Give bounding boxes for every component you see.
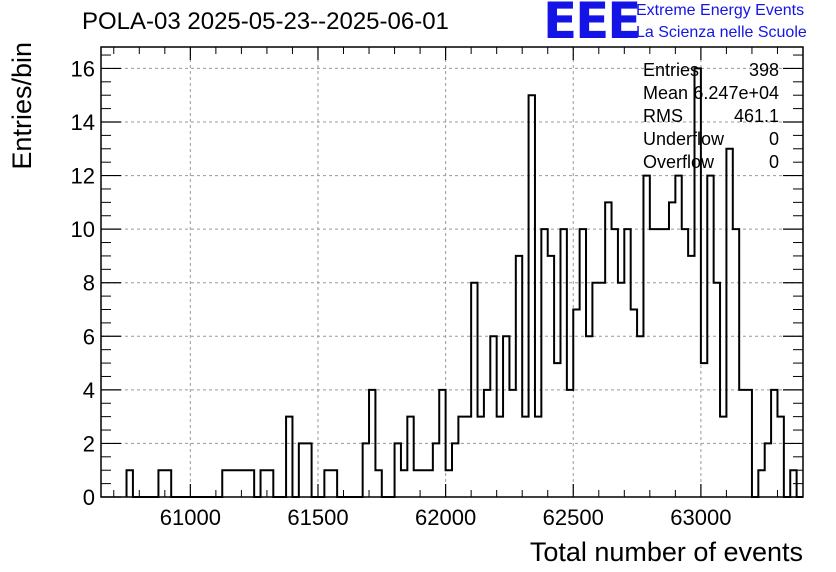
histogram-bin [522, 417, 528, 497]
histogram-bin [497, 417, 503, 497]
logo-line-2: La Scienza nelle Scuole [636, 24, 807, 41]
stat-underflow-label: Underflow [643, 129, 725, 149]
histogram-bin [631, 310, 637, 498]
histogram-bin [420, 470, 426, 497]
chart-title: POLA-03 2025-05-23--2025-06-01 [82, 8, 449, 35]
y-tick-label: 4 [83, 378, 95, 403]
x-tick-label: 61500 [287, 505, 348, 530]
histogram-bin [663, 229, 669, 497]
histogram-bin [401, 470, 407, 497]
histogram-bin [465, 417, 471, 497]
histogram-outline [125, 67, 803, 498]
histogram-bin [656, 229, 662, 497]
stat-overflow-value: 0 [768, 152, 779, 172]
histogram-bin [235, 470, 241, 497]
histogram-bin [241, 470, 247, 497]
logo-line-1: Extreme Energy Events [636, 2, 805, 19]
y-tick-label: 0 [83, 485, 95, 510]
x-tick-label: 62500 [543, 505, 604, 530]
histogram-bin [414, 470, 420, 497]
stat-mean-value: 6.247e+04 [693, 83, 779, 103]
histogram-bin [701, 363, 707, 497]
histogram-bin [650, 229, 656, 497]
y-tick-label: 14 [71, 110, 95, 135]
stat-overflow-label: Overflow [643, 152, 715, 172]
stat-entries-label: Entries [643, 60, 700, 80]
stat-rms-label: RMS [643, 106, 683, 126]
histogram-bin [229, 470, 235, 497]
histogram-bin [446, 470, 452, 497]
histogram-bin [586, 336, 592, 497]
stat-rms-value: 461.1 [733, 106, 779, 126]
x-tick-label: 62000 [415, 505, 476, 530]
stat-mean-label: Mean [643, 83, 689, 103]
plot-frame [100, 46, 804, 498]
histogram-bin [535, 417, 541, 497]
x-axis-label: Total number of events [530, 537, 803, 567]
histogram-bin [426, 470, 432, 497]
histogram-bin [682, 229, 688, 497]
x-tick-label: 63000 [670, 505, 731, 530]
histogram-bin [554, 363, 560, 497]
stat-underflow-value: 0 [768, 129, 779, 149]
histogram-bin [669, 202, 675, 497]
histogram-bin [720, 417, 726, 497]
stat-entries-value: 398 [748, 60, 779, 80]
y-tick-label: 8 [83, 271, 95, 296]
x-tick-label: 61000 [160, 505, 221, 530]
histogram-bin [478, 417, 484, 497]
y-axis-label: Entries/bin [7, 42, 37, 170]
y-tick-label: 16 [71, 56, 95, 81]
y-tick-label: 10 [71, 217, 95, 242]
y-tick-label: 2 [83, 431, 95, 456]
eee-logo-mark: EEE [543, 0, 641, 50]
y-tick-label: 6 [83, 324, 95, 349]
histogram-bin [688, 256, 694, 497]
histogram-bin [637, 336, 643, 497]
y-tick-label: 12 [71, 164, 95, 189]
